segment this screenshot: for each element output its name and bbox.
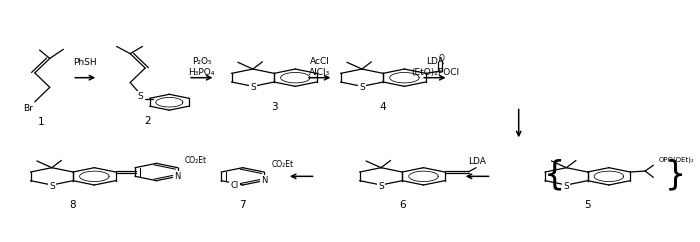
Text: 5: 5 xyxy=(584,200,591,210)
Text: }: } xyxy=(665,159,686,192)
Text: LDA: LDA xyxy=(426,57,444,66)
Text: O: O xyxy=(439,54,445,63)
Text: Br: Br xyxy=(23,105,33,113)
Text: 8: 8 xyxy=(70,200,76,210)
Text: PhSH: PhSH xyxy=(74,58,97,67)
Text: S: S xyxy=(359,83,365,92)
Text: LDA: LDA xyxy=(468,157,486,166)
Text: (EtO)₂POCl: (EtO)₂POCl xyxy=(411,68,459,77)
Text: P₂O₅: P₂O₅ xyxy=(192,57,211,66)
Text: S: S xyxy=(564,182,569,191)
Text: AlCl₃: AlCl₃ xyxy=(309,68,330,77)
Text: S: S xyxy=(138,92,144,101)
Text: OPO(OEt)₂: OPO(OEt)₂ xyxy=(659,157,694,163)
Text: {: { xyxy=(543,159,565,192)
Text: N: N xyxy=(174,172,181,181)
Text: N: N xyxy=(260,176,267,185)
Text: S: S xyxy=(378,182,384,191)
Text: AcCl: AcCl xyxy=(309,57,330,66)
Text: CO₂Et: CO₂Et xyxy=(272,160,294,169)
Text: 3: 3 xyxy=(271,102,277,112)
Text: H₃PO₄: H₃PO₄ xyxy=(188,68,215,77)
Text: 4: 4 xyxy=(380,102,386,112)
Text: Cl: Cl xyxy=(230,181,239,189)
Text: 6: 6 xyxy=(399,200,405,210)
Text: S: S xyxy=(250,83,255,92)
Text: 1: 1 xyxy=(38,117,45,127)
Text: 2: 2 xyxy=(144,116,150,126)
Text: CO₂Et: CO₂Et xyxy=(185,156,206,165)
Text: 7: 7 xyxy=(239,200,246,210)
Text: S: S xyxy=(49,182,55,191)
